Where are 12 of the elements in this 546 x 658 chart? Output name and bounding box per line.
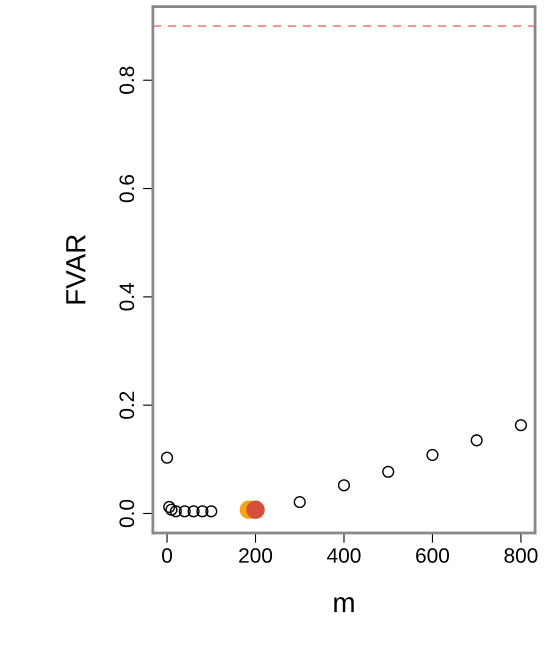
x-tick-label: 200 — [239, 548, 272, 563]
y-tick-label: 0.8 — [119, 66, 134, 94]
y-tick-label: 0.4 — [119, 282, 134, 311]
x-tick-label: 0 — [162, 548, 172, 563]
x-tick-label: 600 — [416, 548, 450, 563]
x-axis-title: m — [334, 597, 354, 612]
y-tick-label: 0.2 — [119, 392, 134, 419]
y-axis-title: FVAR — [66, 235, 86, 304]
x-tick-label: 400 — [327, 548, 361, 563]
y-tick-label: 0.0 — [119, 500, 134, 528]
x-tick-label: 800 — [504, 548, 538, 563]
y-tick-label: 0.6 — [119, 174, 134, 202]
